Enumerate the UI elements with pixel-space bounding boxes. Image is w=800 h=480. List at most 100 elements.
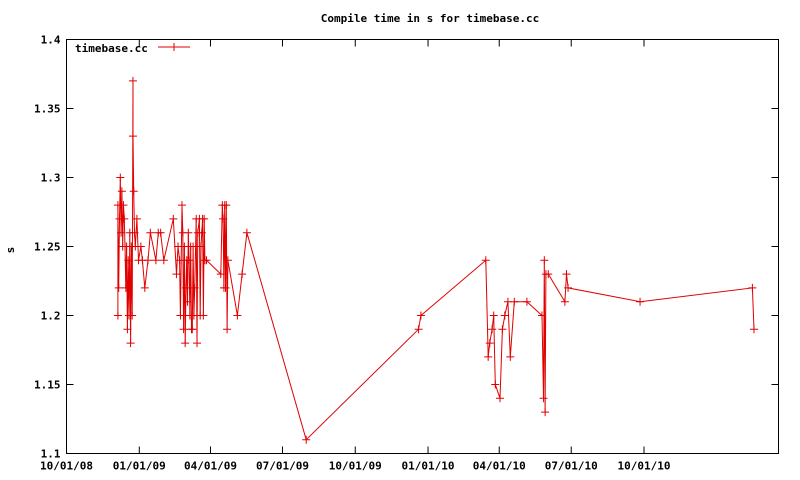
data-point [117, 228, 126, 237]
data-point [544, 270, 553, 279]
data-point [489, 311, 498, 320]
data-point [128, 311, 137, 320]
data-point [199, 311, 208, 320]
data-point [132, 214, 141, 223]
y-tick-label: 1.25 [34, 241, 61, 254]
data-point [414, 325, 423, 334]
series-group [113, 76, 758, 444]
data-point [484, 352, 493, 361]
data-point [121, 283, 130, 292]
data-point [159, 256, 168, 265]
data-point [140, 283, 149, 292]
data-point [117, 187, 126, 196]
data-point [136, 242, 145, 251]
y-tick-label: 1.15 [34, 379, 61, 392]
data-point [128, 76, 137, 85]
data-point [541, 408, 550, 417]
data-point [223, 325, 232, 334]
data-point [498, 325, 507, 334]
data-point [242, 228, 251, 237]
data-point [124, 256, 133, 265]
x-tick-label: 10/01/08 [40, 460, 93, 473]
data-point [183, 297, 192, 306]
x-tick-label: 01/01/09 [113, 460, 166, 473]
data-point [123, 325, 132, 334]
data-point [172, 270, 181, 279]
x-tick-label: 07/01/09 [256, 460, 309, 473]
data-point [130, 228, 139, 237]
x-tick-label: 07/01/10 [545, 460, 598, 473]
data-point [748, 283, 757, 292]
data-point [416, 311, 425, 320]
data-point [193, 339, 202, 348]
y-tick-label: 1.35 [34, 103, 61, 116]
data-point [120, 214, 129, 223]
data-point [537, 311, 546, 320]
data-point [481, 256, 490, 265]
data-point [219, 214, 228, 223]
data-point [216, 270, 225, 279]
data-point [169, 214, 178, 223]
data-point [176, 311, 185, 320]
x-tick-label: 10/01/09 [329, 460, 382, 473]
x-tick-label: 04/01/09 [184, 460, 237, 473]
data-point [500, 311, 509, 320]
data-point [179, 325, 188, 334]
data-point [189, 242, 198, 251]
data-point [749, 325, 758, 334]
data-point [506, 352, 515, 361]
data-point [233, 311, 242, 320]
y-axis-label: s [4, 247, 17, 254]
data-point [197, 228, 206, 237]
x-tick-label: 04/01/10 [473, 460, 526, 473]
x-tick-label: 10/01/10 [618, 460, 671, 473]
data-point [119, 201, 128, 210]
data-point [238, 270, 247, 279]
y-tick-label: 1.2 [41, 310, 61, 323]
data-point [302, 435, 311, 444]
data-point [114, 283, 123, 292]
x-tick-label: 01/01/10 [402, 460, 455, 473]
data-point [126, 339, 135, 348]
data-point [496, 394, 505, 403]
data-point [175, 256, 184, 265]
data-point [222, 201, 231, 210]
chart-title: Compile time in s for timebase.cc [321, 12, 540, 25]
data-point [184, 228, 193, 237]
data-point [560, 297, 569, 306]
y-tick-label: 1.3 [41, 172, 61, 185]
data-point [202, 256, 211, 265]
data-point [488, 325, 497, 334]
data-point [113, 311, 122, 320]
data-point [221, 283, 230, 292]
y-tick-label: 1.1 [41, 448, 61, 461]
legend-label: timebase.cc [75, 42, 148, 55]
data-point [564, 283, 573, 292]
data-point [188, 325, 197, 334]
data-point [522, 297, 531, 306]
data-point [540, 256, 549, 265]
data-point [190, 283, 199, 292]
data-point [539, 394, 548, 403]
data-point [151, 256, 160, 265]
data-point [178, 201, 187, 210]
data-point [143, 256, 152, 265]
data-point [510, 297, 519, 306]
data-point [562, 270, 571, 279]
data-point [196, 242, 205, 251]
data-point [200, 214, 209, 223]
data-point [636, 297, 645, 306]
data-point [181, 283, 190, 292]
y-tick-label: 1.4 [41, 34, 61, 47]
legend-marker [170, 43, 178, 51]
data-point [185, 256, 194, 265]
y-axis: 1.1 1.15 1.2 1.25 1.3 1.35 1.4 [34, 34, 779, 461]
data-point [129, 187, 138, 196]
data-point [156, 228, 165, 237]
data-point [146, 228, 155, 237]
legend: timebase.cc [75, 42, 190, 55]
x-axis: 10/01/08 01/01/09 04/01/09 07/01/09 10/01/09… [40, 39, 671, 473]
data-point [116, 173, 125, 182]
